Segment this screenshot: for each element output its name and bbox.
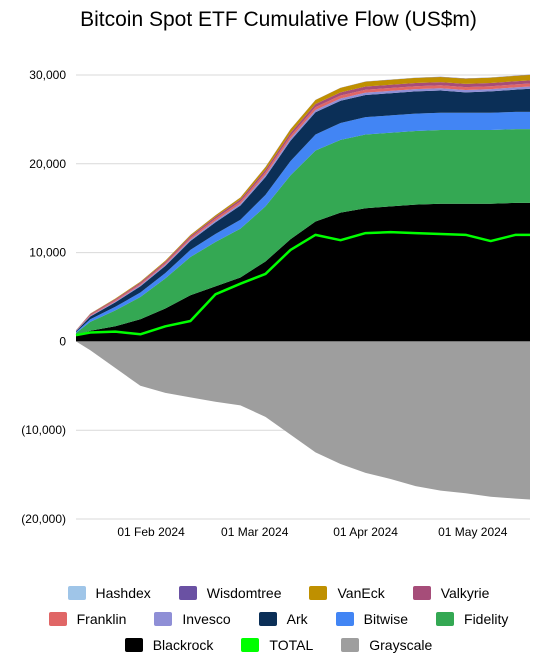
legend-swatch	[67, 586, 86, 600]
chart-title: Bitcoin Spot ETF Cumulative Flow (US$m)	[80, 8, 477, 31]
legend-item: Wisdomtree	[178, 585, 282, 601]
legend-swatch	[124, 638, 143, 652]
legend-label: Grayscale	[369, 637, 433, 653]
legend-item: VanEck	[309, 585, 385, 601]
legend-item: Invesco	[154, 611, 231, 627]
legend-item: Bitwise	[335, 611, 409, 627]
legend-item: Fidelity	[436, 611, 508, 627]
legend-swatch	[258, 612, 277, 626]
area-bitwise	[76, 111, 530, 333]
area-grayscale	[76, 341, 530, 500]
x-tick-label: 01 May 2024	[438, 525, 508, 539]
legend-item: Blackrock	[124, 637, 214, 653]
legend-swatch	[436, 612, 455, 626]
legend-label: Fidelity	[464, 611, 509, 627]
legend-row: Hashdex Wisdomtree VanEck Valkyrie	[0, 582, 557, 604]
legend-label: Invesco	[182, 611, 231, 627]
y-tick-label: 30,000	[29, 68, 66, 82]
legend-swatch	[309, 586, 328, 600]
chart-legend: Hashdex Wisdomtree VanEck Valkyrie Franklin I…	[0, 582, 557, 660]
y-tick-label: 20,000	[29, 157, 66, 171]
legend-item: Grayscale	[341, 637, 432, 653]
legend-swatch	[341, 638, 360, 652]
x-tick-label: 01 Feb 2024	[117, 525, 185, 539]
legend-label: VanEck	[337, 585, 385, 601]
area-blackrock	[76, 202, 530, 342]
x-tick-label: 01 Mar 2024	[221, 525, 289, 539]
legend-label: Franklin	[76, 611, 127, 627]
legend-row: Franklin Invesco Ark Bitwise Fidelity	[0, 608, 557, 630]
legend-swatch	[178, 586, 197, 600]
legend-row: Blackrock TOTAL Grayscale	[0, 634, 557, 656]
area-fidelity	[76, 129, 530, 336]
legend-label: Hashdex	[95, 585, 151, 601]
chart-plot: 30,000 20,000 10,000 0 (10,000) (20,000) 01 Fe…	[21, 68, 530, 539]
legend-label: TOTAL	[269, 637, 314, 653]
legend-swatch	[154, 612, 173, 626]
line-series	[75, 230, 530, 337]
legend-label: Valkyrie	[440, 585, 490, 601]
legend-item: Ark	[258, 611, 308, 627]
legend-item: Franklin	[48, 611, 127, 627]
legend-label: Bitwise	[363, 611, 409, 627]
line-total	[75, 230, 530, 337]
legend-swatch	[412, 586, 431, 600]
y-tick-label: (10,000)	[21, 423, 66, 437]
area-ark	[76, 88, 530, 333]
y-tick-label: 10,000	[29, 246, 66, 260]
legend-swatch	[241, 638, 260, 652]
legend-swatch	[335, 612, 354, 626]
legend-label: Ark	[286, 611, 308, 627]
legend-item: Hashdex	[67, 585, 151, 601]
x-tick-label: 01 Apr 2024	[333, 525, 398, 539]
legend-swatch	[48, 612, 67, 626]
axes: 30,000 20,000 10,000 0 (10,000) (20,000) 01 Fe…	[21, 68, 508, 539]
legend-item: Valkyrie	[412, 585, 490, 601]
y-tick-label: 0	[59, 334, 66, 348]
legend-item: TOTAL	[241, 637, 313, 653]
area-series	[76, 74, 530, 500]
y-tick-label: (20,000)	[21, 512, 66, 526]
legend-label: Blackrock	[152, 637, 214, 653]
legend-label: Wisdomtree	[206, 585, 282, 601]
